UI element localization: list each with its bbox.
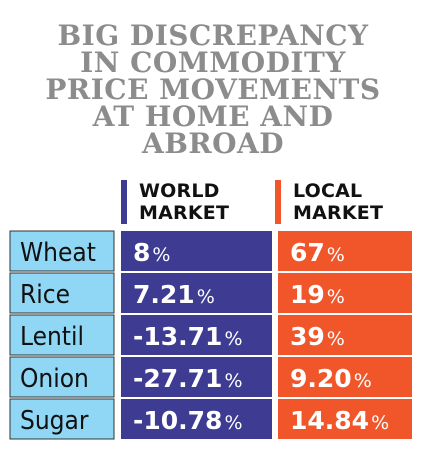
world-value-number: 7.21 xyxy=(133,280,195,309)
local-cell xyxy=(278,399,412,439)
title-line: BIG DISCREPANCY xyxy=(57,19,369,52)
world-value: -10.78% xyxy=(133,406,243,435)
title-line: ABROAD xyxy=(141,127,285,160)
world-color-bar xyxy=(121,180,127,224)
local-cell xyxy=(278,357,412,397)
world-value-number: -27.71 xyxy=(133,364,222,393)
row-label: Sugar xyxy=(20,406,89,436)
world-value-unit: % xyxy=(197,286,215,308)
label-cell xyxy=(9,272,115,314)
local-value: 19% xyxy=(290,280,345,309)
world-value: -27.71% xyxy=(133,364,243,393)
table-row: Lentil -13.71% 39% xyxy=(9,313,412,356)
column-header-local: LOCAL MARKET xyxy=(275,180,383,224)
world-value-number: 8 xyxy=(133,238,150,267)
table-row: Onion -27.71% 9.20% xyxy=(9,355,412,398)
world-value-number: -10.78 xyxy=(133,406,222,435)
table-row: Wheat 8% 67% xyxy=(9,230,412,272)
local-cell xyxy=(278,315,412,355)
local-value-number: 39 xyxy=(290,322,325,351)
world-cell xyxy=(121,273,272,313)
label-cell xyxy=(9,398,115,440)
world-header-line2: MARKET xyxy=(139,202,230,224)
row-label: Wheat xyxy=(20,238,96,268)
local-value-unit: % xyxy=(327,286,345,308)
world-value-unit: % xyxy=(224,370,242,392)
local-value-unit: % xyxy=(327,328,345,350)
local-value: 67% xyxy=(290,238,345,267)
table-row: Rice 7.21% 19% xyxy=(9,271,412,314)
local-value-unit: % xyxy=(327,244,345,266)
row-label: Lentil xyxy=(20,322,84,352)
local-value-number: 9.20 xyxy=(290,364,352,393)
commodity-table: Wheat 8% 67 %Rice 7.21% 19 %Lentil -13.71% 39 %On… xyxy=(9,230,412,440)
world-value-number: -13.71 xyxy=(133,322,222,351)
world-value: -13.71% xyxy=(133,322,243,351)
title-line: AT HOME AND xyxy=(92,100,334,133)
local-value-number: 14.84 xyxy=(290,406,369,435)
world-value: 8% xyxy=(133,238,170,267)
world-value: 7.21% xyxy=(133,280,215,309)
local-header-line1: LOCAL xyxy=(293,180,363,202)
world-cell xyxy=(121,357,272,397)
world-value-unit: % xyxy=(224,328,242,350)
world-cell xyxy=(121,231,272,271)
local-color-bar xyxy=(275,180,281,224)
world-value-unit: % xyxy=(224,412,242,434)
local-value-unit: % xyxy=(354,370,372,392)
local-cell xyxy=(278,273,412,313)
column-header-world: WORLD MARKET xyxy=(121,180,229,224)
local-value-number: 19 xyxy=(290,280,325,309)
local-value: 9.20% xyxy=(290,364,372,393)
local-value-unit: % xyxy=(371,412,389,434)
label-cell xyxy=(9,314,115,356)
row-label: Onion xyxy=(20,364,89,394)
local-header-line2: MARKET xyxy=(293,202,384,224)
local-cell xyxy=(278,231,412,271)
world-value-unit: % xyxy=(152,244,170,266)
local-value: 39% xyxy=(290,322,345,351)
chart-title: BIG DISCREPANCY IN COMMODITY PRICE MOVEM… xyxy=(0,19,426,160)
label-cell xyxy=(9,356,115,398)
world-cell xyxy=(121,399,272,439)
title-line: PRICE MOVEMENTS xyxy=(45,73,381,106)
table-row: Sugar -10.78% 14.84% xyxy=(9,397,412,440)
local-value-number: 67 xyxy=(290,238,325,267)
title-line: IN COMMODITY xyxy=(80,46,346,79)
row-label: Rice xyxy=(20,280,70,310)
world-cell xyxy=(121,315,272,355)
label-cell xyxy=(9,230,115,272)
local-value: 14.84% xyxy=(290,406,389,435)
world-header-line1: WORLD xyxy=(139,180,220,202)
